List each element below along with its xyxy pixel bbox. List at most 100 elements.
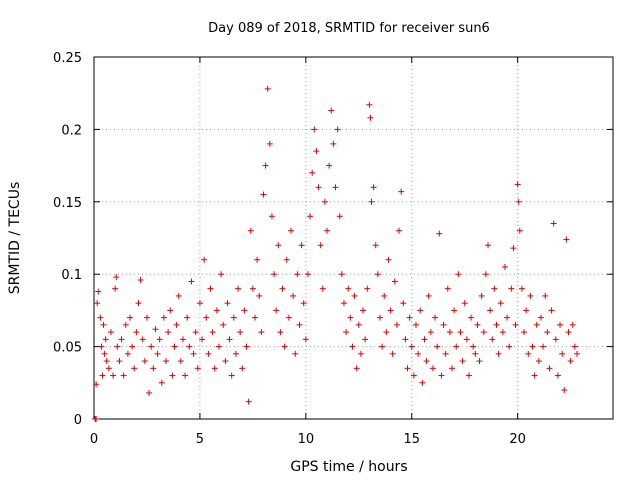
data-point: [529, 343, 536, 350]
data-point: [569, 321, 576, 328]
data-point: [186, 343, 193, 350]
data-point: [478, 292, 485, 299]
data-point: [366, 101, 373, 108]
data-point: [139, 336, 146, 343]
data-point: [387, 307, 394, 314]
data-point: [93, 381, 100, 388]
data-point: [302, 336, 309, 343]
data-point: [220, 321, 227, 328]
data-point: [254, 256, 261, 263]
data-point: [317, 242, 324, 249]
data-point: [150, 365, 157, 372]
data-point: [429, 365, 436, 372]
data-point: [449, 365, 456, 372]
data-point: [211, 365, 218, 372]
data-point: [315, 184, 322, 191]
data-point: [332, 184, 339, 191]
data-point: [177, 358, 184, 365]
data-point: [389, 350, 396, 357]
axis-ticks: [93, 56, 613, 420]
data-point: [419, 379, 426, 386]
data-point: [94, 300, 101, 307]
x-tick-label: 20: [509, 432, 526, 447]
data-point: [143, 314, 150, 321]
data-point: [95, 288, 102, 295]
data-point: [256, 292, 263, 299]
data-point: [360, 307, 367, 314]
data-point: [137, 276, 144, 283]
data-point: [215, 343, 222, 350]
data-point: [251, 314, 258, 321]
data-point: [465, 372, 472, 379]
data-point: [290, 292, 297, 299]
data-point: [158, 379, 165, 386]
data-point: [102, 336, 109, 343]
data-point: [338, 271, 345, 278]
data-point: [279, 285, 286, 292]
data-point: [199, 336, 206, 343]
x-tick-label: 0: [90, 432, 98, 447]
data-point: [124, 350, 131, 357]
y-tick-label: 0.05: [53, 341, 82, 356]
data-point: [521, 329, 528, 336]
data-point: [376, 314, 383, 321]
data-point: [506, 343, 513, 350]
data-point: [330, 140, 337, 147]
data-point: [485, 242, 492, 249]
data-point: [444, 285, 451, 292]
data-point: [232, 350, 239, 357]
data-point: [343, 329, 350, 336]
data-point: [523, 307, 530, 314]
data-point: [367, 114, 374, 121]
data-point: [113, 274, 120, 281]
data-point: [131, 365, 138, 372]
data-point: [283, 256, 290, 263]
data-point: [100, 321, 107, 328]
data-point: [495, 350, 502, 357]
data-point: [353, 365, 360, 372]
data-point: [336, 213, 343, 220]
data-point: [480, 329, 487, 336]
data-point: [518, 285, 525, 292]
data-point: [167, 307, 174, 314]
data-point: [423, 358, 430, 365]
data-point: [421, 336, 428, 343]
data-point: [514, 181, 521, 188]
data-point: [190, 350, 197, 357]
data-point: [410, 372, 417, 379]
data-point: [300, 300, 307, 307]
data-point: [209, 329, 216, 336]
y-axis-label: SRMTID / TECUs: [7, 182, 23, 295]
data-point: [438, 372, 445, 379]
data-point: [525, 350, 532, 357]
data-point: [535, 358, 542, 365]
data-point: [436, 230, 443, 237]
y-tick-label: 0.25: [53, 51, 82, 66]
data-point: [292, 350, 299, 357]
data-point: [512, 321, 519, 328]
data-point: [463, 336, 470, 343]
data-point: [266, 140, 273, 147]
data-point: [171, 343, 178, 350]
data-point: [247, 227, 254, 234]
data-point: [499, 329, 506, 336]
data-point: [207, 285, 214, 292]
data-point: [459, 358, 466, 365]
data-point: [203, 314, 210, 321]
data-point: [260, 191, 267, 198]
data-point: [531, 372, 538, 379]
data-point: [288, 227, 295, 234]
x-tick-labels: 0 5 10 15 20: [90, 432, 526, 447]
data-point: [552, 336, 559, 343]
data-point: [249, 285, 256, 292]
data-point: [362, 336, 369, 343]
data-points: [92, 85, 580, 422]
data-point: [271, 271, 278, 278]
data-point: [226, 336, 233, 343]
y-tick-label: 0.2: [61, 123, 82, 138]
data-point: [527, 292, 534, 299]
data-point: [510, 245, 517, 252]
data-point: [135, 300, 142, 307]
data-point: [334, 126, 341, 133]
data-point: [457, 329, 464, 336]
